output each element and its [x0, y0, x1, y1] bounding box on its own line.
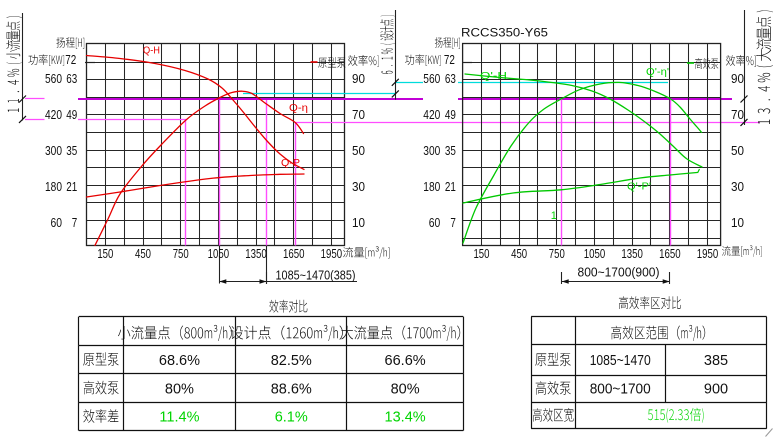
svg-text:35: 35: [445, 143, 456, 158]
svg-text:800~1700(900): 800~1700(900): [578, 266, 660, 280]
svg-text:49: 49: [445, 107, 456, 122]
svg-text:1650: 1650: [283, 247, 305, 261]
svg-text:1: 1: [551, 210, 557, 222]
svg-text:560: 560: [45, 71, 62, 86]
svg-text:7: 7: [72, 215, 78, 230]
svg-text:Q-H: Q-H: [143, 46, 160, 57]
svg-text:21: 21: [66, 179, 77, 194]
svg-text:68.6%: 68.6%: [159, 353, 200, 369]
svg-text:1650: 1650: [659, 247, 681, 261]
svg-text:90: 90: [352, 71, 365, 86]
svg-text:88.6%: 88.6%: [271, 381, 312, 397]
svg-text:82.5%: 82.5%: [271, 353, 312, 369]
svg-text:385: 385: [704, 353, 728, 369]
svg-text:50: 50: [352, 143, 365, 158]
svg-text:1950: 1950: [321, 247, 343, 261]
svg-text:750: 750: [549, 247, 565, 261]
svg-text:1050: 1050: [208, 247, 230, 261]
svg-text:63: 63: [445, 71, 456, 86]
svg-text:900: 900: [704, 382, 728, 398]
svg-text:Q-η: Q-η: [289, 103, 308, 114]
svg-text:72: 72: [444, 52, 455, 67]
svg-text:1085~1470(385): 1085~1470(385): [276, 269, 356, 283]
svg-text:6.1%: 6.1%: [275, 410, 308, 426]
svg-text:150: 150: [97, 247, 113, 261]
svg-text:70: 70: [352, 107, 365, 122]
svg-text:7: 7: [450, 215, 456, 230]
svg-text:13.4%: 13.4%: [385, 410, 426, 426]
svg-text:1085~1470: 1085~1470: [590, 353, 651, 369]
svg-text:66.6%: 66.6%: [385, 353, 426, 369]
svg-text:50: 50: [731, 143, 744, 158]
svg-text:90: 90: [731, 71, 744, 86]
svg-text:180: 180: [45, 179, 62, 194]
svg-text:450: 450: [511, 247, 527, 261]
svg-text:63: 63: [66, 71, 77, 86]
svg-text:11.4%: 11.4%: [159, 410, 199, 426]
svg-text:10: 10: [731, 215, 744, 230]
svg-text:1350: 1350: [245, 247, 267, 261]
svg-text:300: 300: [423, 143, 440, 158]
svg-text:49: 49: [66, 107, 77, 122]
svg-text:Q'-P': Q'-P': [627, 182, 651, 193]
svg-text:300: 300: [45, 143, 62, 158]
svg-text:150: 150: [473, 247, 489, 261]
svg-text:Q-P: Q-P: [281, 158, 300, 169]
svg-text:72: 72: [65, 52, 76, 67]
svg-text:30: 30: [352, 179, 365, 194]
svg-text:60: 60: [51, 215, 63, 230]
svg-text:35: 35: [66, 143, 77, 158]
svg-text:560: 560: [423, 71, 440, 86]
svg-text:RCCS350-Y65: RCCS350-Y65: [461, 26, 548, 40]
svg-text:1350: 1350: [621, 247, 643, 261]
svg-text:30: 30: [731, 179, 744, 194]
svg-text:80%: 80%: [165, 381, 194, 397]
svg-text:70: 70: [731, 107, 744, 122]
svg-text:750: 750: [173, 247, 189, 261]
svg-text:21: 21: [445, 179, 456, 194]
svg-text:420: 420: [45, 107, 62, 122]
svg-text:450: 450: [135, 247, 151, 261]
svg-text:1950: 1950: [697, 247, 719, 261]
svg-text:1050: 1050: [584, 247, 606, 261]
svg-text:420: 420: [423, 107, 440, 122]
svg-text:60: 60: [429, 215, 441, 230]
svg-text:800~1700: 800~1700: [590, 382, 651, 398]
svg-text:180: 180: [423, 179, 440, 194]
svg-text:10: 10: [352, 215, 365, 230]
svg-text:Q'-η': Q'-η': [646, 67, 669, 78]
svg-text:80%: 80%: [391, 381, 420, 397]
svg-text:Q'-H: Q'-H: [480, 71, 507, 82]
